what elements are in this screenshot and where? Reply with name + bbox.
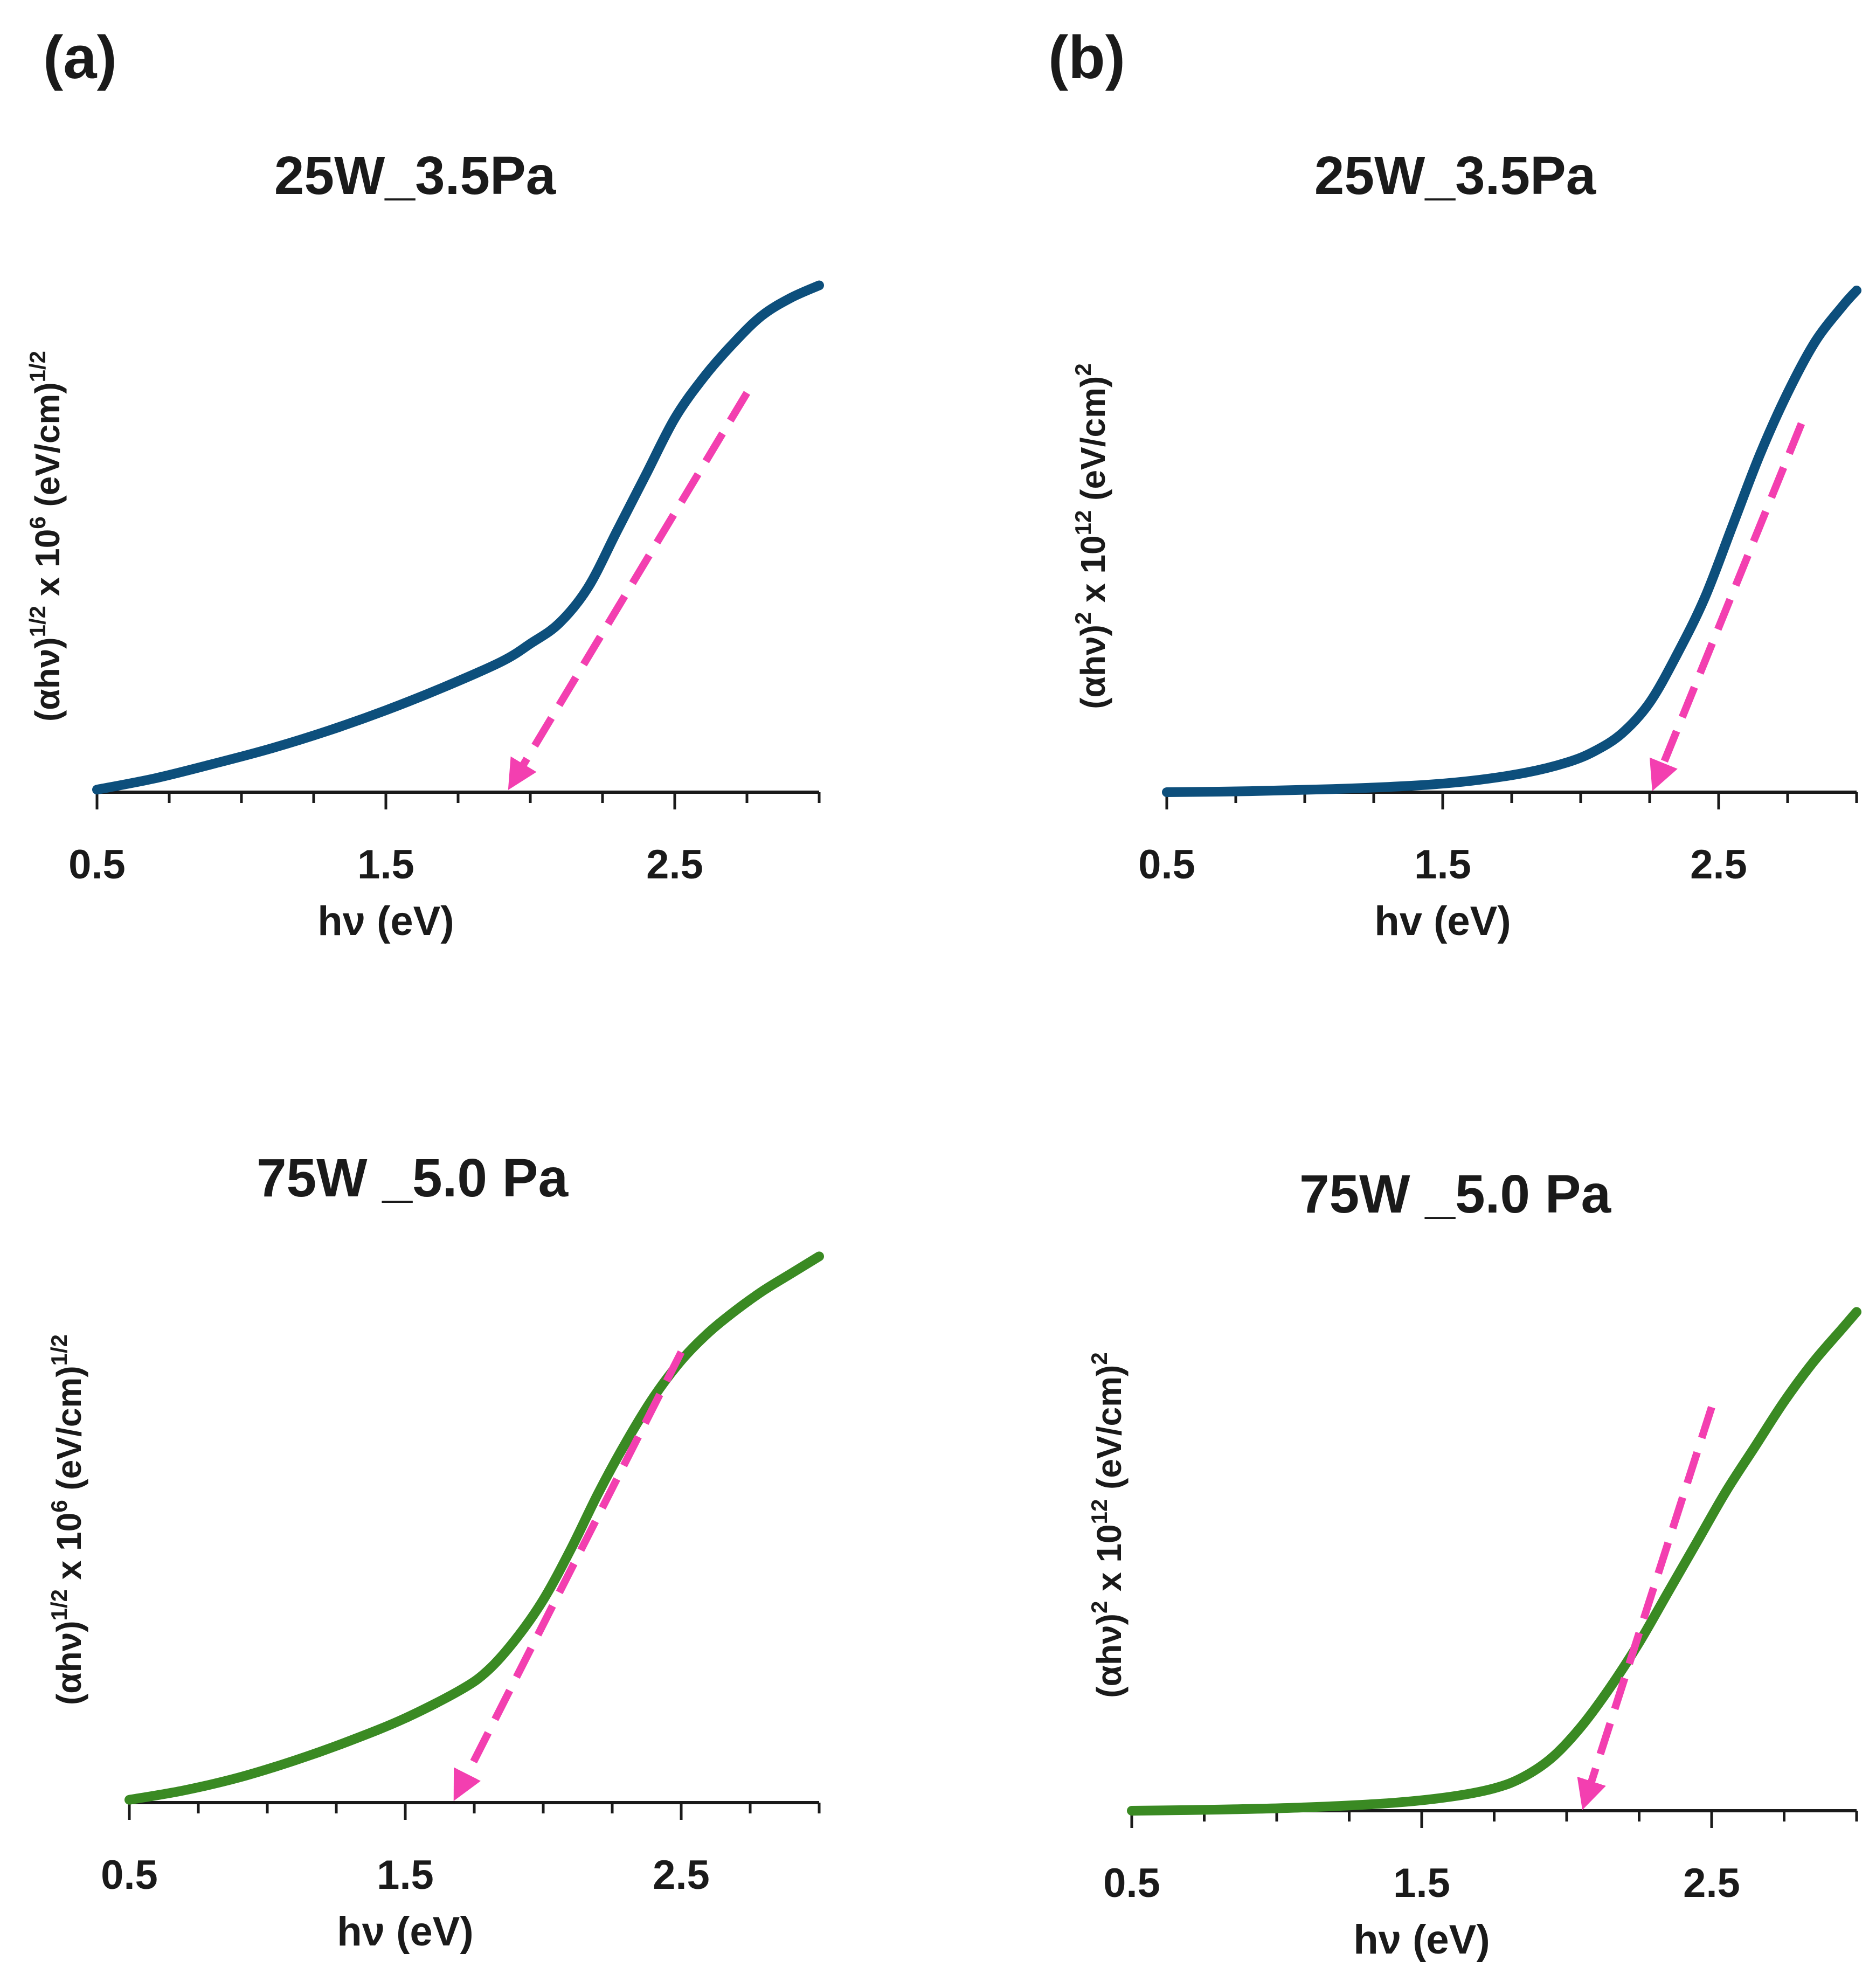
fit-arrow (1577, 1406, 1715, 1810)
y-axis-label: (αhν)2 x 1012 (eV/cm)2 (1070, 363, 1112, 709)
chart-title: 75W _5.0 Pa (1299, 1164, 1612, 1224)
chart-title: 75W _5.0 Pa (257, 1148, 569, 1208)
data-curve (1162, 286, 1861, 797)
x-tick-label: 0.5 (1103, 1860, 1160, 1906)
x-axis-label: hν (eV) (1353, 1917, 1490, 1963)
fit-arrow (1649, 422, 1805, 791)
chart-title: 25W_3.5Pa (1314, 146, 1597, 206)
x-axis-label: hν (eV) (337, 1909, 473, 1955)
fit-arrow (508, 391, 750, 790)
x-axis-label: hv (eV) (1374, 898, 1511, 944)
x-tick-label: 2.5 (1683, 1860, 1740, 1906)
panel-label-a: (a) (43, 24, 117, 91)
x-tick-label: 0.5 (68, 842, 126, 888)
y-axis-label: (αhν)1/2 x 106 (eV/cm)1/2 (25, 351, 67, 722)
x-tick-label: 1.5 (1393, 1860, 1450, 1906)
x-tick-label: 2.5 (653, 1852, 710, 1898)
chart-a-bottom: 75W _5.0 Pa 0.5 1.5 2.5 hν (eV) (αhν)1/2 x 10… (46, 1148, 824, 1955)
y-axis-label: (αhν)2 x 1012 (eV/cm)2 (1086, 1352, 1129, 1698)
x-tick-label: 1.5 (377, 1852, 434, 1898)
panel-label-b: (b) (1048, 24, 1125, 91)
chart-a-top: 25W_3.5Pa 0.5 1.5 2.5 hν (eV) (αhν)1/2 x 106 … (25, 146, 824, 944)
y-axis-label: (αhν)1/2 x 106 (eV/cm)1/2 (46, 1334, 88, 1705)
x-tick-label: 2.5 (1690, 842, 1747, 888)
x-tick-label: 1.5 (357, 842, 414, 888)
fit-arrow (453, 1350, 685, 1801)
x-tick-label: 0.5 (101, 1852, 158, 1898)
data-curve (1127, 1307, 1861, 1816)
chart-b-top: 25W_3.5Pa 0.5 1.5 2.5 hv (eV) (αhν)2 x 1012 (… (1070, 146, 1861, 944)
data-curve (124, 1251, 824, 1805)
x-tick-label: 2.5 (646, 842, 703, 888)
chart-b-bottom: 75W _5.0 Pa 0.5 1.5 2.5 hν (eV) (αhν)2 x 1012… (1086, 1164, 1861, 1963)
x-tick-label: 0.5 (1138, 842, 1195, 888)
chart-title: 25W_3.5Pa (274, 146, 557, 206)
x-axis-label: hν (eV) (317, 898, 454, 944)
x-tick-label: 1.5 (1414, 842, 1471, 888)
data-curve (92, 280, 824, 795)
